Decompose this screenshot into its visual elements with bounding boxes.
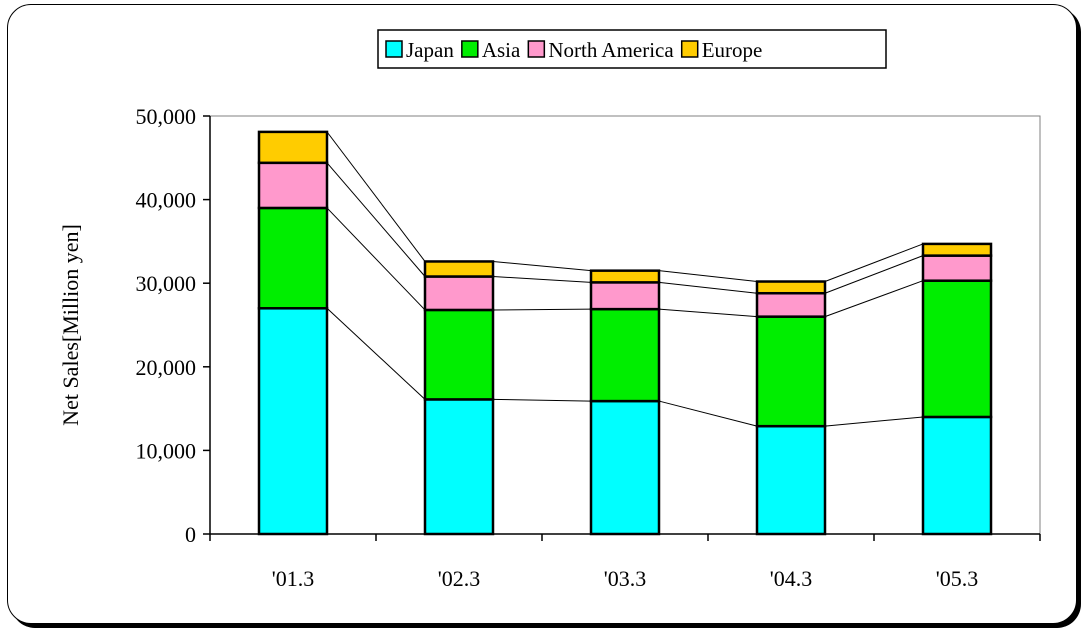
connector-north-america-4 [824, 255, 924, 294]
connector-asia-1 [326, 207, 426, 311]
legend-label-north-america: North America [548, 38, 674, 62]
bar-north-america-5 [921, 254, 993, 282]
y-tick-label-5: 50,000 [136, 104, 197, 129]
bar-europe-5 [921, 242, 993, 257]
y-tick-label-0: 0 [185, 522, 196, 547]
legend: Japan Asia North America Europe [377, 29, 887, 69]
connector-europe-3 [658, 270, 758, 283]
bar-north-america-4 [755, 291, 827, 318]
connector-asia-2 [492, 308, 592, 311]
connector-asia-4 [824, 280, 924, 318]
y-tick-label-3: 30,000 [136, 271, 197, 296]
connector-japan-1 [326, 307, 426, 400]
bar-asia-2 [423, 308, 495, 401]
series-connectors [326, 131, 924, 427]
bar-asia-3 [589, 307, 661, 403]
bar-asia-1 [257, 206, 329, 310]
bar-europe-3 [589, 269, 661, 284]
bar-asia-5 [921, 279, 993, 419]
connector-japan-4 [824, 416, 924, 427]
legend-swatch-japan [385, 40, 403, 58]
y-tick-label-2: 20,000 [136, 355, 197, 380]
legend-swatch-europe [680, 40, 699, 58]
connector-north-america-2 [492, 276, 592, 283]
axes: 0 10,000 20,000 30,000 40,000 50,000 '01.3 '02.… [136, 104, 1041, 591]
legend-swatch-asia [461, 40, 479, 58]
legend-label-japan: Japan [406, 38, 454, 62]
bar-north-america-3 [589, 281, 661, 311]
bar-europe-1 [257, 130, 329, 165]
bar-north-america-2 [423, 275, 495, 312]
bar-europe-4 [755, 280, 827, 295]
bar-japan-1 [257, 307, 329, 536]
connector-europe-2 [492, 260, 592, 272]
bar-japan-5 [921, 415, 993, 536]
bar-japan-2 [423, 398, 495, 536]
connector-north-america-3 [658, 281, 758, 294]
legend-label-asia: Asia [482, 38, 521, 62]
bar-japan-3 [589, 399, 661, 536]
y-tick-label-4: 40,000 [136, 188, 197, 213]
x-tick-label-4: '04.3 [770, 566, 812, 591]
connector-europe-1 [326, 131, 426, 262]
connector-asia-3 [658, 308, 758, 318]
connector-europe-4 [824, 243, 924, 282]
bar-north-america-1 [257, 161, 329, 210]
connector-japan-3 [658, 400, 758, 427]
bar-japan-4 [755, 424, 827, 536]
legend-swatch-north-america [527, 40, 546, 58]
bar-europe-2 [423, 260, 495, 278]
bar-asia-4 [755, 315, 827, 428]
x-tick-label-5: '05.3 [936, 566, 978, 591]
legend-label-europe: Europe [702, 38, 763, 62]
y-axis-title: Net Sales[Million yen] [58, 224, 83, 426]
bars [257, 130, 993, 536]
x-tick-label-3: '03.3 [604, 566, 646, 591]
connector-japan-2 [492, 398, 592, 402]
x-tick-label-1: '01.3 [272, 566, 314, 591]
connector-north-america-1 [326, 162, 426, 277]
x-tick-label-2: '02.3 [438, 566, 480, 591]
y-tick-label-1: 10,000 [136, 438, 197, 463]
